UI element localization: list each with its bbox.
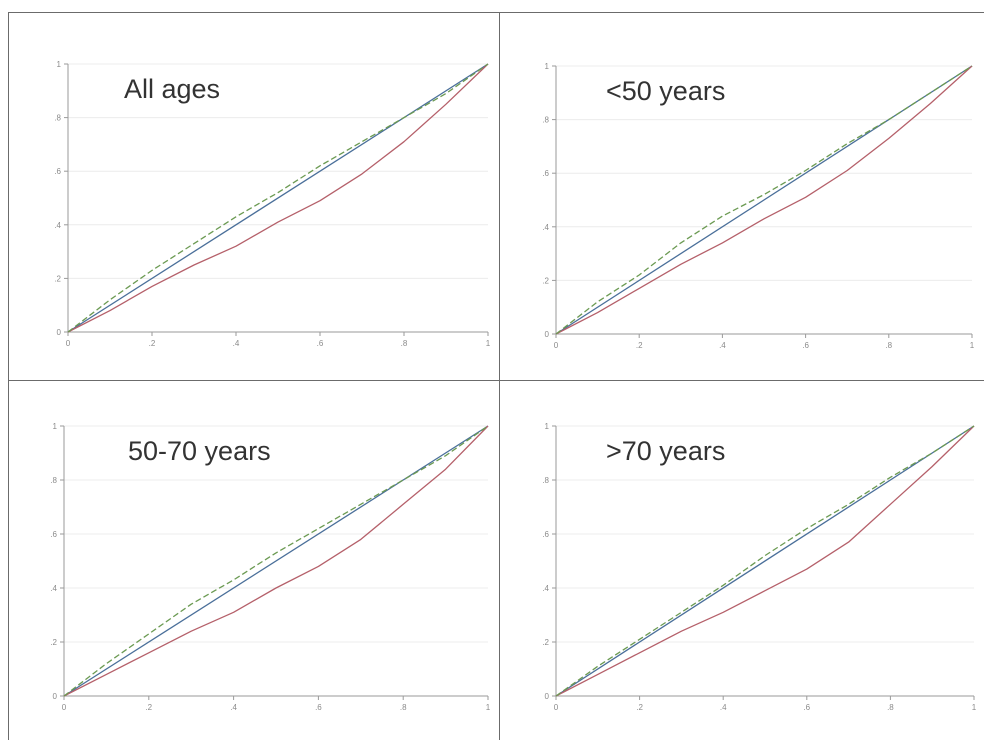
- y-tick-label: .4: [542, 584, 549, 593]
- series-line-0: [555, 65, 973, 335]
- x-tick-label: .8: [887, 703, 894, 712]
- y-tick-label: 1: [57, 60, 62, 69]
- y-tick-label: .6: [542, 169, 549, 178]
- y-tick-label: 1: [545, 422, 550, 431]
- series-line-0: [63, 425, 489, 697]
- x-tick-label: .6: [315, 703, 322, 712]
- panel-title: 50-70 years: [128, 436, 271, 466]
- x-tick-label: .8: [885, 341, 892, 350]
- x-tick-label: 1: [486, 339, 491, 348]
- x-tick-label: 0: [62, 703, 67, 712]
- frame-left: [8, 12, 9, 740]
- y-tick-label: .2: [54, 274, 61, 283]
- y-tick-label: 0: [545, 692, 550, 701]
- frame-middle-vertical: [499, 12, 500, 740]
- y-tick-label: .8: [542, 476, 549, 485]
- y-tick-label: .2: [50, 638, 57, 647]
- chart-svg: 0 .2 .4 .6 .8 1 0 .2 .4 .6 .8 1 <50 years: [542, 62, 975, 350]
- y-tick-label: .4: [542, 223, 549, 232]
- y-tick-label: .2: [542, 276, 549, 285]
- x-tick-label: .2: [149, 339, 156, 348]
- x-tick-label: .6: [802, 341, 809, 350]
- series-line-2: [67, 63, 489, 333]
- series-line-1: [555, 65, 973, 335]
- y-tick-label: 1: [53, 422, 58, 431]
- y-tick-label: 0: [545, 330, 550, 339]
- series-line-2: [555, 425, 975, 697]
- panel-under-50: 0 .2 .4 .6 .8 1 0 .2 .4 .6 .8 1 <50 years: [508, 30, 982, 370]
- panel-over-70: 0 .2 .4 .6 .8 1 0 .2 .4 .6 .8 1 >70 years: [508, 390, 982, 735]
- x-tick-label: .4: [719, 341, 726, 350]
- panel-title: >70 years: [606, 436, 725, 466]
- x-tick-label: 0: [554, 703, 559, 712]
- x-tick-label: .6: [317, 339, 324, 348]
- y-tick-label: 1: [545, 62, 550, 71]
- series-line-0: [555, 425, 975, 697]
- x-tick-label: .2: [145, 703, 152, 712]
- x-tick-label: .8: [400, 703, 407, 712]
- y-tick-label: 0: [53, 692, 58, 701]
- y-tick-label: 0: [57, 328, 62, 337]
- series-line-1: [63, 425, 489, 697]
- x-tick-label: .2: [636, 703, 643, 712]
- series-line-1: [555, 425, 975, 697]
- x-tick-label: .2: [636, 341, 643, 350]
- series-line-2: [555, 65, 973, 335]
- series-line-2: [63, 425, 489, 697]
- frame-top: [8, 12, 984, 13]
- y-tick-label: .6: [54, 167, 61, 176]
- y-tick-label: .2: [542, 638, 549, 647]
- y-tick-label: .6: [542, 530, 549, 539]
- y-tick-label: .8: [54, 114, 61, 123]
- frame-middle-horizontal: [8, 380, 984, 381]
- x-tick-label: 0: [66, 339, 71, 348]
- y-tick-label: .8: [542, 116, 549, 125]
- x-tick-label: .4: [233, 339, 240, 348]
- y-tick-label: .4: [54, 221, 61, 230]
- y-tick-label: .8: [50, 476, 57, 485]
- chart-svg: 0 .2 .4 .6 .8 1 0 .2 .4 .6 .8 1 >70 years: [542, 422, 977, 712]
- chart-svg: 0 .2 .4 .6 .8 1 0 .2 .4 .6 .8 1 All ages: [54, 60, 491, 348]
- chart-svg: 0 .2 .4 .6 .8 1 0 .2 .4 .6 .8 1 50-70 years: [50, 422, 491, 712]
- x-tick-label: 0: [554, 341, 559, 350]
- x-tick-label: .4: [230, 703, 237, 712]
- x-tick-label: .6: [803, 703, 810, 712]
- x-tick-label: .8: [401, 339, 408, 348]
- series-line-1: [67, 63, 489, 333]
- x-tick-label: .4: [720, 703, 727, 712]
- panel-all-ages: 0 .2 .4 .6 .8 1 0 .2 .4 .6 .8 1 All ages: [20, 30, 494, 370]
- panel-50-70: 0 .2 .4 .6 .8 1 0 .2 .4 .6 .8 1 50-70 years: [16, 390, 494, 735]
- panel-title: All ages: [124, 74, 220, 104]
- series-line-0: [67, 63, 489, 333]
- panel-title: <50 years: [606, 76, 725, 106]
- x-tick-label: 1: [972, 703, 977, 712]
- x-tick-label: 1: [486, 703, 491, 712]
- y-tick-label: .4: [50, 584, 57, 593]
- y-tick-label: .6: [50, 530, 57, 539]
- x-tick-label: 1: [970, 341, 975, 350]
